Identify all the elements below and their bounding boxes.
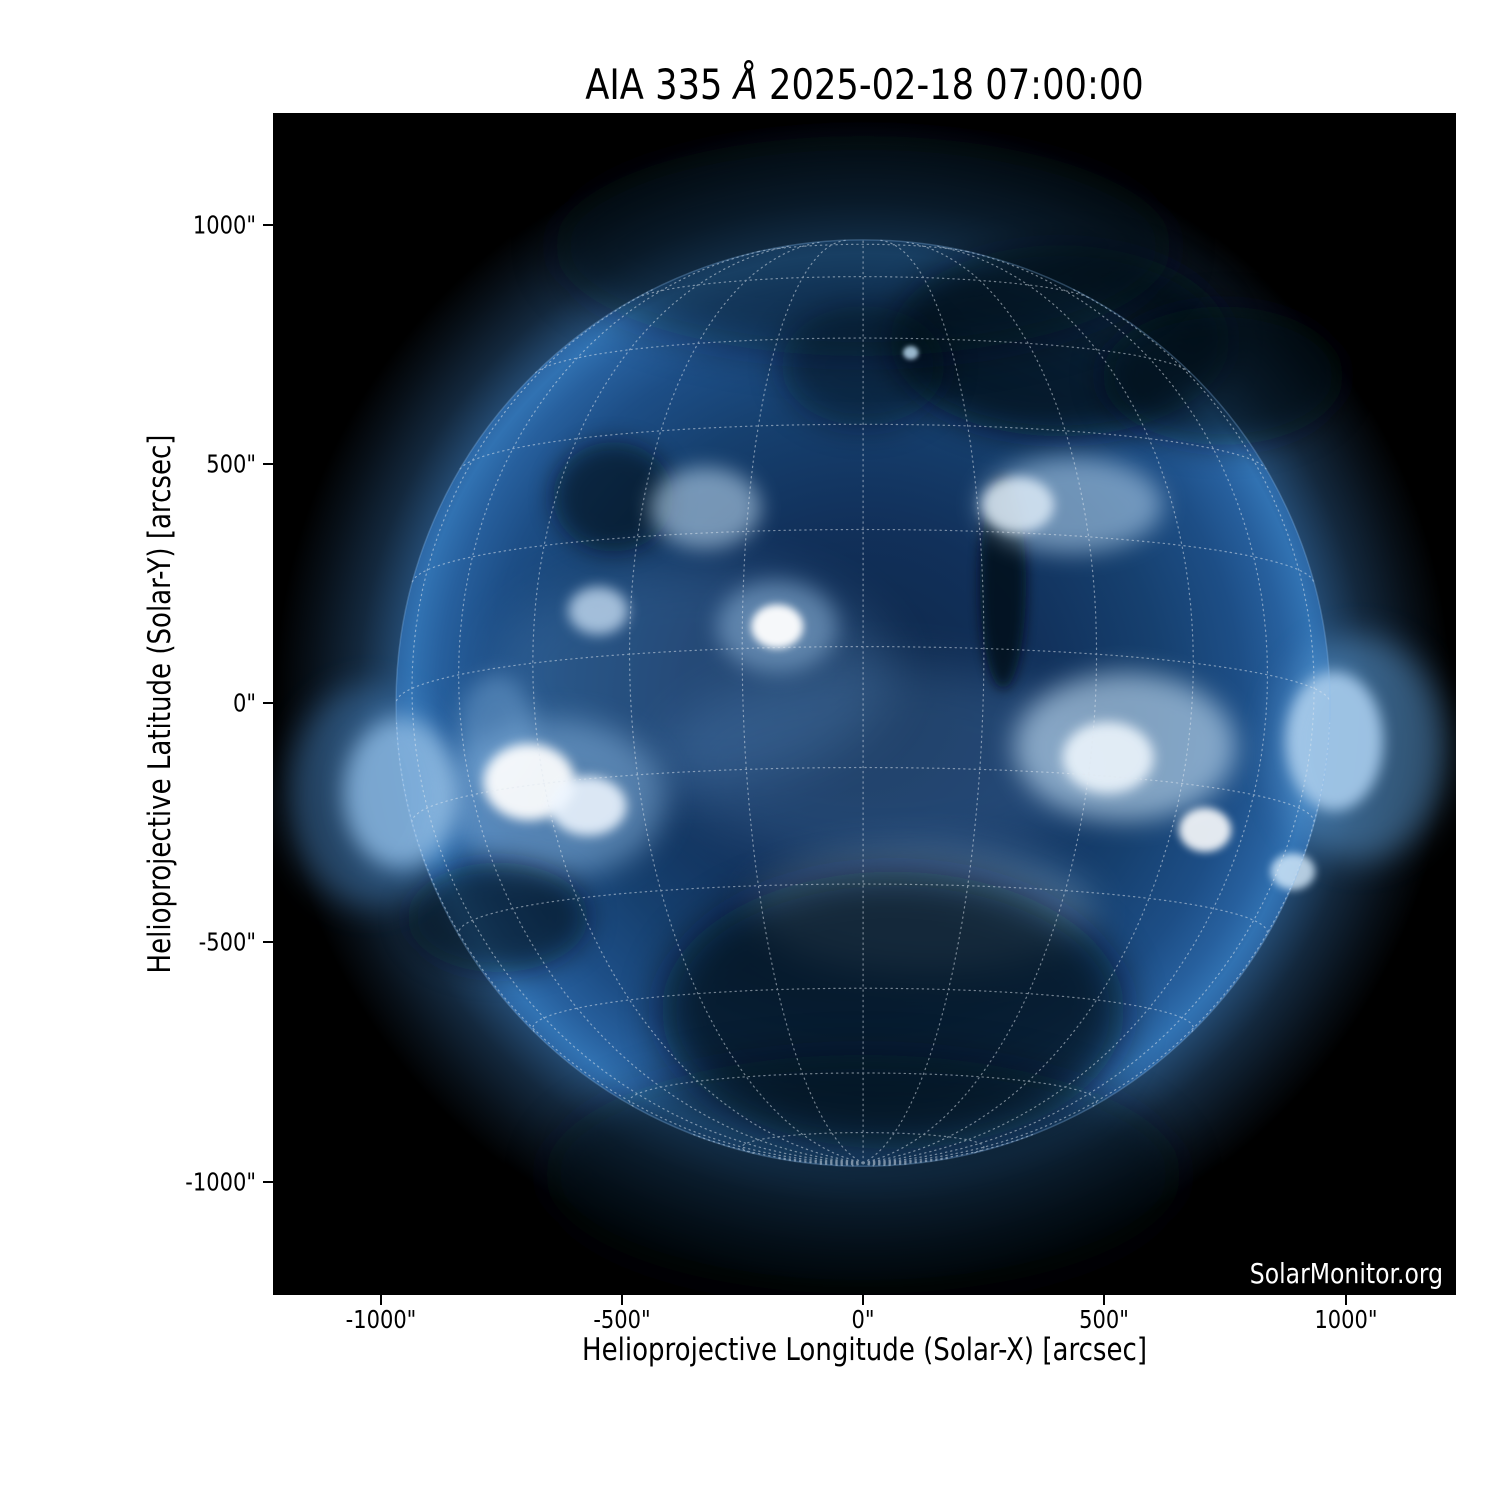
x-tick-label: 500" — [1079, 1305, 1130, 1334]
plot-title: AIA 335 Å 2025-02-18 07:00:00 — [368, 60, 1362, 109]
x-tick-mark — [379, 1295, 382, 1305]
x-tick-label: -1000" — [345, 1305, 416, 1334]
x-tick-mark — [862, 1295, 865, 1305]
x-tick-label: -500" — [593, 1305, 651, 1334]
y-tick-label: 1000" — [192, 210, 256, 239]
x-tick-label: 1000" — [1313, 1305, 1378, 1334]
y-tick-mark — [263, 223, 273, 226]
title-datetime: 2025-02-18 07:00:00 — [757, 60, 1144, 109]
x-tick-mark — [1344, 1295, 1347, 1305]
y-tick-mark — [263, 1180, 273, 1183]
y-tick-label: 0" — [232, 688, 256, 718]
y-tick-mark — [263, 941, 273, 944]
x-axis-label: Helioprojective Longitude (Solar-X) [arc… — [582, 1332, 1147, 1368]
plot-area: SolarMonitor.org — [273, 113, 1456, 1295]
x-tick-mark — [620, 1295, 623, 1305]
title-angstrom-symbol: Å — [733, 60, 758, 109]
y-tick-mark — [263, 702, 273, 705]
y-tick-label: 500" — [206, 449, 256, 479]
watermark: SolarMonitor.org — [1249, 1257, 1443, 1290]
title-instrument: AIA 335 — [585, 60, 734, 109]
x-tick-mark — [1103, 1295, 1106, 1305]
y-tick-label: -500" — [198, 927, 256, 957]
y-tick-label: -1000" — [185, 1167, 256, 1197]
sun-image — [273, 113, 1456, 1295]
y-tick-mark — [263, 462, 273, 465]
x-tick-label: 0" — [851, 1305, 875, 1334]
